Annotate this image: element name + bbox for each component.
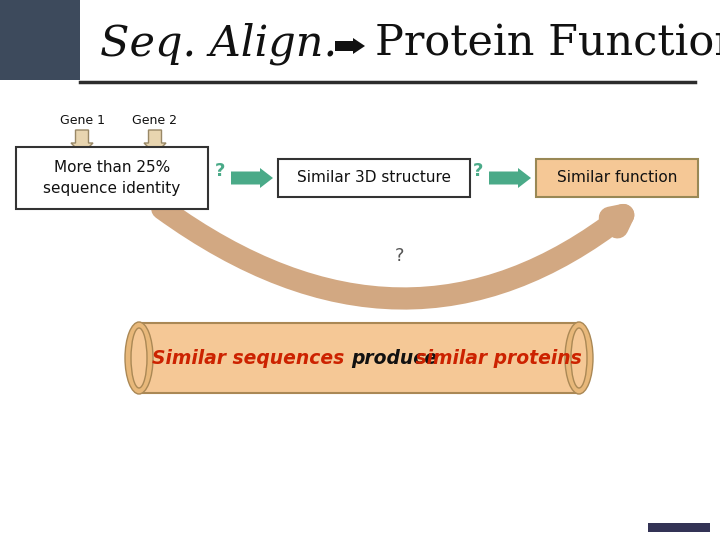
FancyBboxPatch shape bbox=[278, 159, 470, 197]
FancyArrowPatch shape bbox=[162, 208, 624, 299]
Text: Gene 2: Gene 2 bbox=[132, 113, 178, 126]
Text: ?: ? bbox=[473, 162, 483, 180]
Text: similar proteins: similar proteins bbox=[409, 348, 582, 368]
FancyArrow shape bbox=[231, 168, 273, 188]
FancyArrow shape bbox=[144, 130, 166, 154]
FancyArrow shape bbox=[335, 38, 365, 54]
Text: Gene 1: Gene 1 bbox=[60, 113, 104, 126]
Text: Similar function: Similar function bbox=[557, 171, 678, 186]
Ellipse shape bbox=[131, 328, 147, 388]
Text: produce: produce bbox=[351, 348, 437, 368]
Text: Similar 3D structure: Similar 3D structure bbox=[297, 171, 451, 186]
Bar bbox=[648, 523, 710, 532]
FancyBboxPatch shape bbox=[536, 159, 698, 197]
FancyBboxPatch shape bbox=[135, 323, 583, 393]
FancyBboxPatch shape bbox=[16, 147, 208, 209]
Text: ?: ? bbox=[215, 162, 225, 180]
Text: Seq. Align.: Seq. Align. bbox=[100, 23, 337, 65]
Bar bbox=[0, 0, 80, 80]
Text: Similar sequences: Similar sequences bbox=[152, 348, 351, 368]
FancyArrow shape bbox=[489, 168, 531, 188]
FancyArrow shape bbox=[71, 130, 93, 154]
Ellipse shape bbox=[571, 328, 587, 388]
Ellipse shape bbox=[565, 322, 593, 394]
Text: More than 25%
sequence identity: More than 25% sequence identity bbox=[43, 160, 181, 196]
Ellipse shape bbox=[125, 322, 153, 394]
Text: ?: ? bbox=[395, 247, 405, 265]
Text: Protein Function: Protein Function bbox=[375, 23, 720, 65]
